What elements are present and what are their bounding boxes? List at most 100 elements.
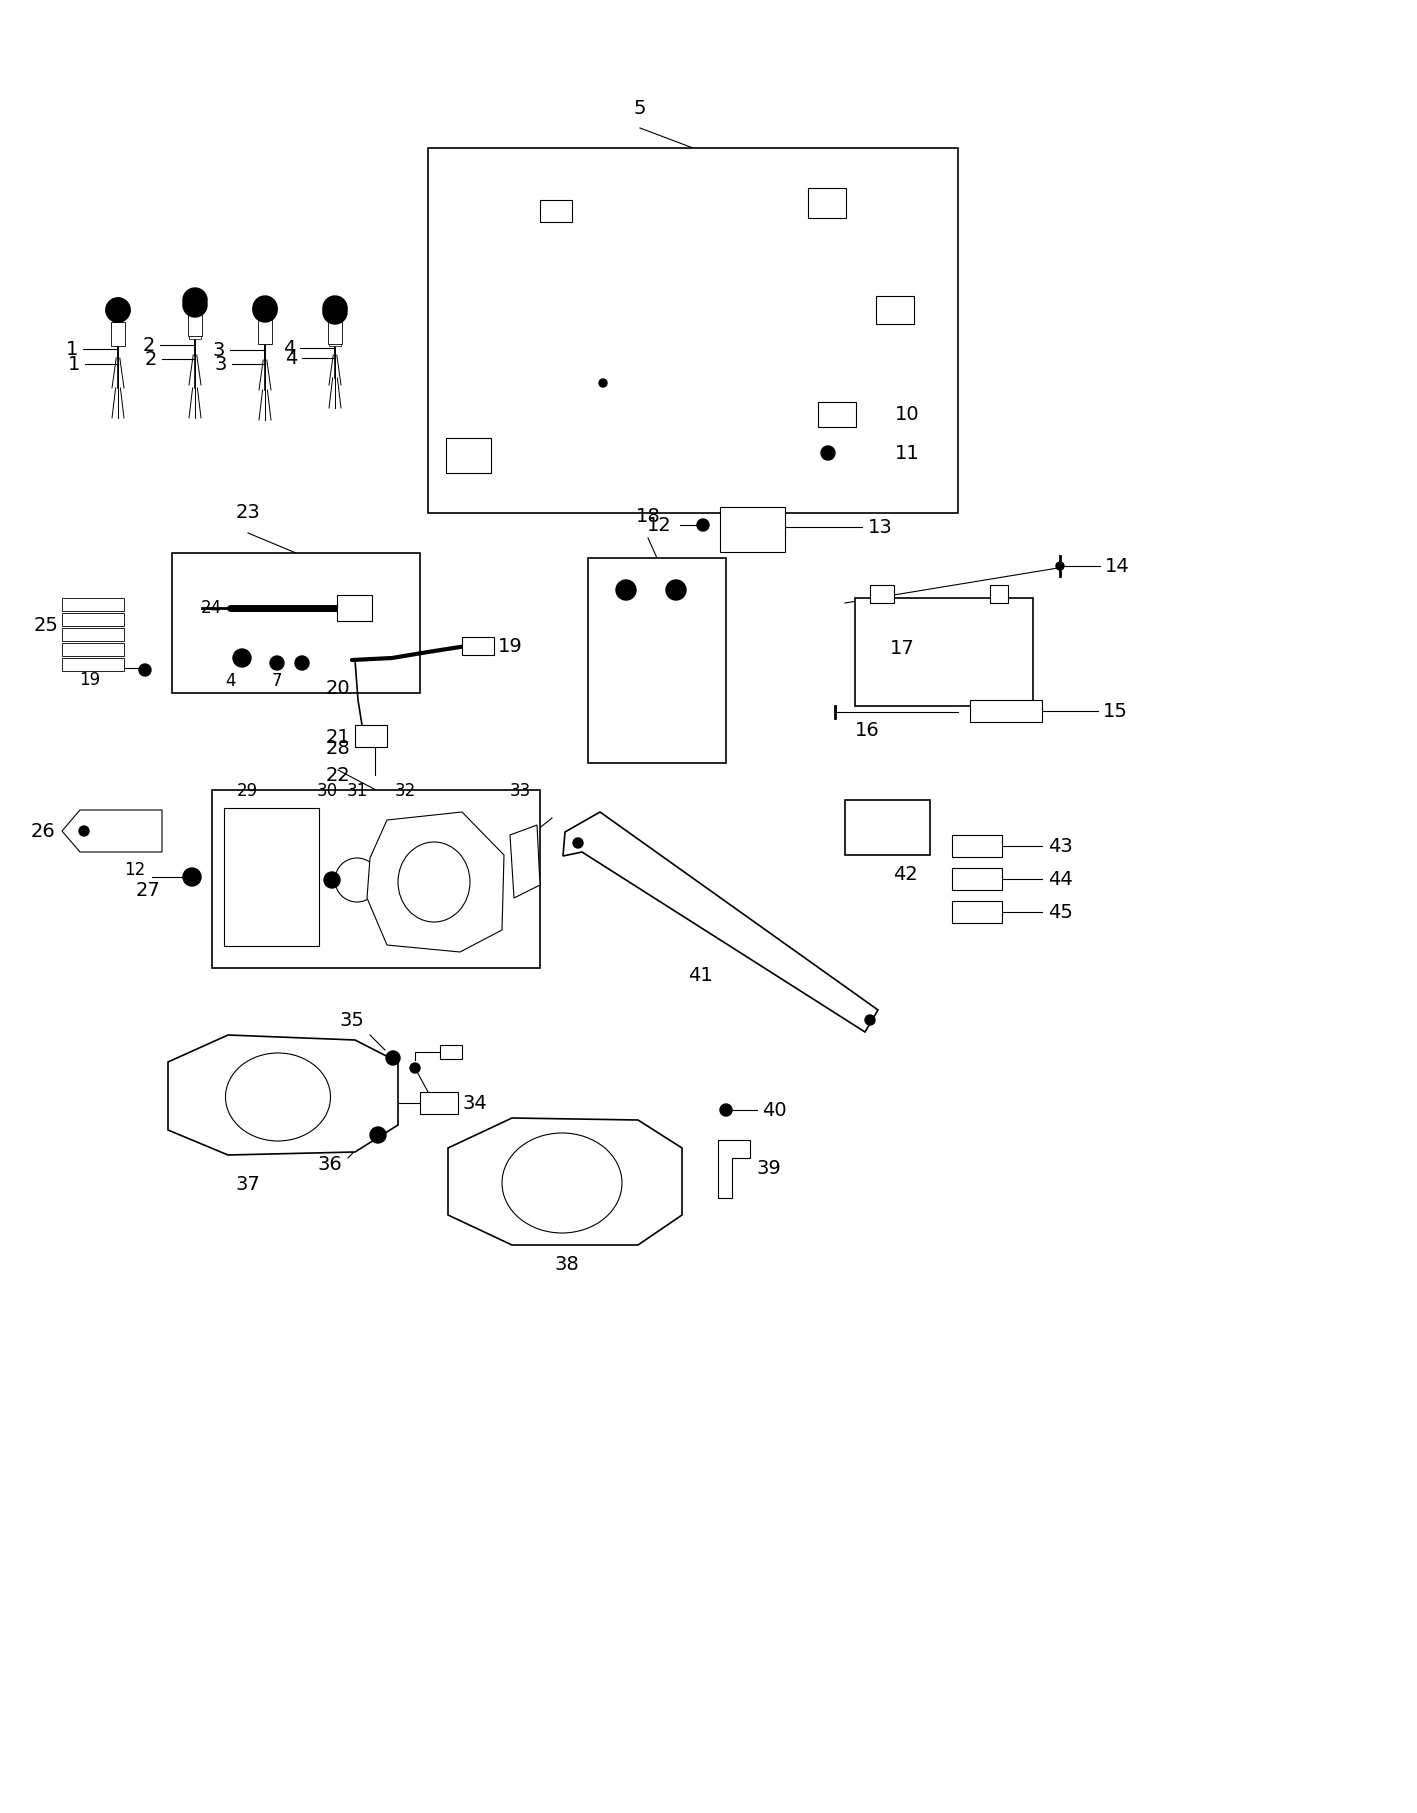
Text: 21: 21 [326,727,350,747]
Text: 23: 23 [235,502,261,522]
Text: 28: 28 [326,740,350,758]
Bar [971,700,1041,722]
Text: 17: 17 [890,638,914,658]
Circle shape [79,827,89,836]
Text: 43: 43 [1049,836,1073,856]
Circle shape [232,649,251,667]
Text: 20: 20 [326,678,350,698]
Text: 27: 27 [135,881,160,899]
Bar [259,323,271,344]
Text: 39: 39 [757,1159,782,1177]
Text: 4: 4 [282,339,295,357]
Text: 19: 19 [79,671,101,689]
Text: 13: 13 [869,517,893,537]
Bar [808,189,846,218]
Bar [258,321,272,344]
Polygon shape [510,825,540,897]
Circle shape [385,1052,400,1064]
Text: 2: 2 [145,350,157,368]
Circle shape [106,297,130,323]
Circle shape [139,664,152,676]
Bar [62,598,125,611]
Text: 25: 25 [33,615,58,635]
Text: 42: 42 [893,865,917,885]
Ellipse shape [502,1133,622,1233]
Circle shape [254,297,276,323]
Text: 33: 33 [509,781,530,800]
Bar [952,836,1002,858]
Circle shape [323,299,347,325]
Text: 3: 3 [214,355,227,373]
Bar [462,636,495,654]
Text: 26: 26 [30,821,55,841]
Bar [876,296,914,325]
Circle shape [295,656,309,671]
Circle shape [697,519,708,531]
Circle shape [616,580,636,600]
Circle shape [864,1015,876,1024]
Text: 7: 7 [272,673,282,691]
Text: 22: 22 [326,765,350,785]
Polygon shape [169,1035,398,1155]
Bar [952,868,1002,890]
Circle shape [254,296,276,321]
Bar [540,199,572,221]
Bar [419,1091,458,1113]
Circle shape [370,1128,385,1142]
Text: 37: 37 [235,1175,261,1195]
Circle shape [572,838,582,848]
Circle shape [599,379,606,386]
Bar [329,325,341,346]
Bar [818,402,856,428]
Bar [62,627,125,642]
Text: 44: 44 [1049,870,1073,888]
Text: 34: 34 [462,1093,487,1113]
Text: 31: 31 [346,781,367,800]
Text: 45: 45 [1049,903,1073,921]
Text: 40: 40 [762,1100,786,1119]
Text: 12: 12 [123,861,145,879]
Bar [62,658,125,671]
Text: 1: 1 [65,339,78,359]
Circle shape [183,868,201,887]
Bar [224,809,319,946]
Bar [990,586,1007,604]
Text: 24: 24 [201,598,222,616]
Polygon shape [563,812,879,1032]
Circle shape [183,294,207,317]
Text: 35: 35 [339,1012,364,1030]
Text: 4: 4 [285,348,298,368]
Text: 14: 14 [1105,557,1129,575]
Bar [854,598,1033,705]
Ellipse shape [225,1053,330,1140]
Text: 18: 18 [636,508,660,526]
Text: 11: 11 [896,444,920,462]
Bar [213,790,540,968]
Text: 15: 15 [1102,702,1128,720]
Circle shape [1056,562,1064,569]
Bar [588,558,726,763]
Bar [441,1044,462,1059]
Text: 38: 38 [554,1255,580,1275]
Bar [337,595,373,622]
Text: 1: 1 [68,355,79,373]
Bar [62,644,125,656]
Text: 36: 36 [317,1155,341,1173]
Circle shape [106,297,130,323]
Text: 12: 12 [648,515,672,535]
Polygon shape [367,812,504,952]
Polygon shape [62,810,162,852]
Text: 30: 30 [316,781,337,800]
Bar [188,312,203,335]
Circle shape [334,858,378,903]
Bar [952,901,1002,923]
Text: 16: 16 [854,720,880,740]
Bar [112,323,125,344]
Polygon shape [718,1140,750,1198]
Bar [870,586,894,604]
Bar [327,321,341,344]
Text: 3: 3 [213,341,225,359]
Text: 2: 2 [143,335,154,355]
Text: 32: 32 [394,781,415,800]
Bar [62,613,125,625]
